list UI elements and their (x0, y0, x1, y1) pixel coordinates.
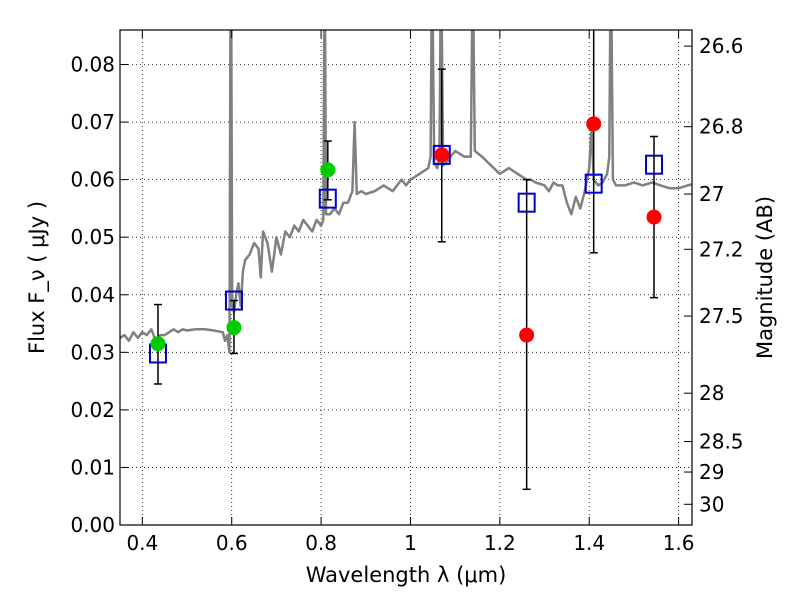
y2-tick-label: 28.5 (699, 430, 744, 454)
observed-point (434, 147, 450, 163)
y-axis-label: Flux F_ν ( μJy ) (25, 201, 50, 354)
y2-tick-label: 27 (699, 182, 724, 206)
y-tick-label: 0.05 (70, 225, 115, 249)
y-tick-label: 0.08 (70, 53, 115, 77)
observed-point (320, 162, 336, 178)
observed-point (586, 116, 602, 132)
x-axis-label: Wavelength λ (μm) (306, 563, 507, 587)
x-tick-label: 0.6 (216, 531, 248, 555)
x-tick-label: 0.8 (305, 531, 337, 555)
model-square-point (645, 154, 664, 175)
model-square-point (517, 192, 536, 213)
y2-tick-label: 26.8 (699, 115, 744, 139)
y2-tick-label: 27.5 (699, 304, 744, 328)
y-tick-label: 0.04 (70, 283, 115, 307)
model-square-point (224, 290, 243, 311)
x-tick-label: 1.4 (573, 531, 605, 555)
x-axis-title: Wavelength λ (μm) (306, 563, 507, 587)
plot-area (120, 30, 692, 491)
x-tick-label: 0.4 (126, 531, 158, 555)
y-tick-label: 0.03 (70, 340, 115, 364)
x-tick-label: 1.2 (484, 531, 516, 555)
y-tick-label: 0.01 (70, 455, 115, 479)
model-square-point (584, 173, 603, 194)
x-tick-label: 1.6 (663, 531, 695, 555)
y-tick-label: 0.07 (70, 110, 115, 134)
y2-tick-label: 28 (699, 381, 724, 405)
x-tick-label: 1 (404, 531, 417, 555)
model-square-point (318, 188, 337, 209)
plot-frame (119, 29, 693, 526)
observed-point (519, 327, 535, 343)
spectrum-line (120, 30, 692, 354)
y-tick-label: 0.06 (70, 168, 115, 192)
magnitude-axis-title: Magnitude (AB) (753, 196, 777, 359)
plot-marks (120, 30, 692, 491)
observed-point (226, 320, 242, 336)
y-tick-label: 0.02 (70, 398, 115, 422)
grid-lines (120, 30, 692, 526)
y-axis-title: Flux F_ν ( μJy ) (25, 201, 50, 354)
y2-axis-label: Magnitude (AB) (753, 196, 777, 359)
model-square-point (432, 144, 451, 165)
axis-ticks: 0.4 0.6 0.8 1 1.2 1.4 1.6 0.00 0.01 0.02 0.03 0.04 0… (70, 30, 744, 555)
y2-tick-label: 30 (699, 492, 724, 516)
y2-tick-label: 26.6 (699, 34, 744, 58)
observed-point (150, 336, 166, 352)
observed-point (646, 209, 662, 225)
y2-tick-label: 29 (699, 460, 724, 484)
y2-tick-label: 27.2 (699, 237, 744, 261)
y-tick-label: 0.00 (70, 513, 115, 537)
